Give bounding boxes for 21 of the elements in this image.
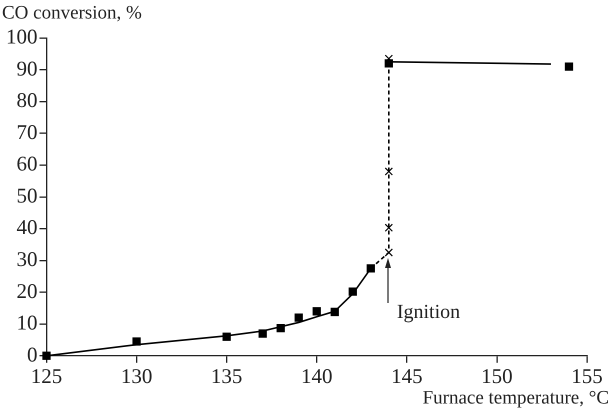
y-tick-label: 100 xyxy=(6,24,38,49)
y-tick-label: 50 xyxy=(16,183,38,208)
y-tick-label: 40 xyxy=(16,215,38,240)
x-tick-label: 155 xyxy=(571,364,603,388)
annotation: Ignition xyxy=(396,300,460,323)
x-tick-label: 135 xyxy=(210,364,242,388)
x-axis-title: Furnace temperature, °C xyxy=(422,387,609,408)
y-tick-label: 80 xyxy=(16,88,38,112)
y-tick-label: 10 xyxy=(16,310,38,335)
y-tick-label: 30 xyxy=(16,246,38,271)
x-tick-label: 150 xyxy=(481,364,513,388)
y-tick-label: 70 xyxy=(16,120,38,144)
x-tick-label: 125 xyxy=(30,364,62,388)
x-tick-label: 145 xyxy=(391,364,423,388)
y-tick-label: 60 xyxy=(16,152,38,176)
y-tick-label: 90 xyxy=(16,56,38,80)
x-tick-label: 140 xyxy=(301,364,332,388)
x-tick-label: 130 xyxy=(120,364,152,388)
y-tick-label: 0 xyxy=(27,342,38,366)
y-tick-label: 20 xyxy=(16,278,38,303)
y-axis-title: CO conversion, % xyxy=(2,2,142,24)
